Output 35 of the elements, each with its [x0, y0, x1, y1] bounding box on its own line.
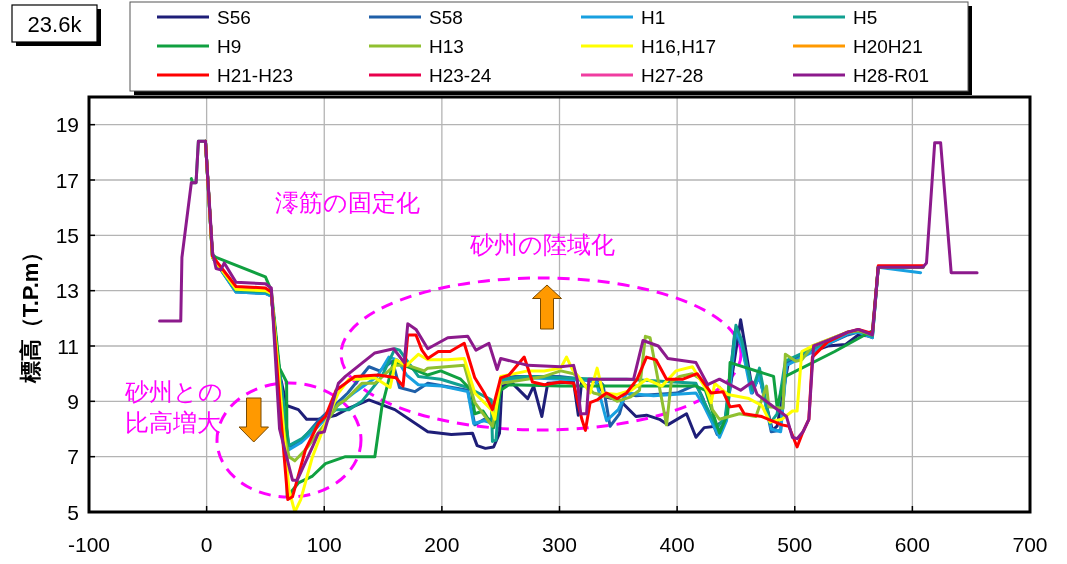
annotation: 砂州との比高増大: [124, 378, 223, 436]
y-tick-label: 5: [67, 500, 79, 524]
y-tick-label: 9: [67, 389, 79, 413]
y-axis-title: 標高（T.P.m）: [18, 240, 43, 385]
x-tick-label: 300: [541, 533, 578, 556]
y-tick-label: 13: [55, 279, 79, 303]
y-tick-label: 19: [55, 113, 79, 137]
legend-label: H5: [853, 7, 878, 28]
x-tick-label: 400: [659, 533, 695, 556]
legend-label: H1: [641, 7, 666, 28]
legend-label: S58: [429, 7, 463, 28]
y-tick-label: 7: [67, 445, 79, 469]
x-tick-label: 200: [424, 533, 460, 556]
legend-label: H23-24: [429, 65, 492, 86]
legend-label: H28-R01: [853, 65, 930, 86]
legend-label: H20H21: [853, 36, 923, 57]
chart-title: 23.6k: [27, 11, 83, 37]
x-tick-label: 500: [777, 533, 813, 556]
legend-label: S56: [217, 7, 251, 28]
x-tick-label: -100: [67, 533, 111, 556]
x-tick-label: 100: [306, 533, 342, 556]
y-tick-label: 11: [57, 334, 79, 358]
y-tick-label: 17: [55, 168, 79, 192]
annotation: 澪筋の固定化: [275, 189, 420, 216]
x-tick-label: 0: [200, 533, 213, 556]
legend-label: H9: [217, 36, 242, 57]
legend-label: H27-28: [641, 65, 704, 86]
legend-label: H16,H17: [641, 36, 716, 57]
legend-label: H21-H23: [217, 65, 294, 86]
y-tick-label: 15: [55, 223, 79, 247]
x-tick-label: 700: [1012, 533, 1048, 556]
legend-label: H13: [429, 36, 464, 57]
annotation: 砂州の陸域化: [469, 231, 615, 258]
x-tick-label: 600: [894, 533, 930, 556]
title-box: 23.6k: [11, 4, 101, 46]
